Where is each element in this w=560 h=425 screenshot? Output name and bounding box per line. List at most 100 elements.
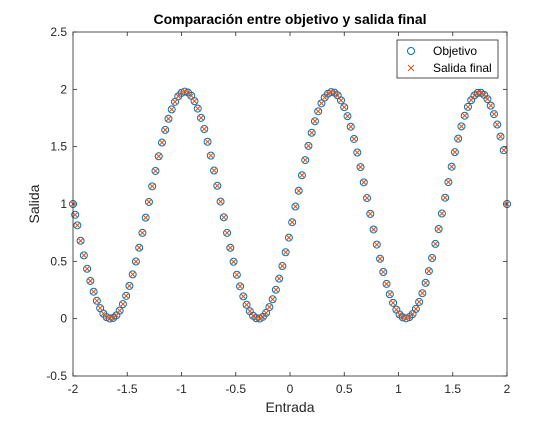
salida-final-point [214, 182, 221, 189]
salida-final-point [262, 309, 270, 317]
objetivo-point [148, 182, 157, 191]
salida-final-point [132, 258, 140, 265]
salida-final-point [412, 305, 420, 313]
objetivo-point [278, 262, 287, 271]
salida-final-point [272, 286, 280, 293]
salida-final-point [438, 210, 446, 217]
salida-final-point [145, 198, 153, 206]
salida-final-point [500, 147, 507, 154]
salida-final-point [344, 113, 351, 120]
objetivo-point [297, 171, 306, 180]
objetivo-point [294, 186, 303, 195]
legend[interactable]: Objetivo Salida final [396, 39, 499, 79]
salida-final-point [136, 244, 143, 251]
y-tick-label: 0.5 [50, 254, 67, 268]
salida-final-point [246, 308, 254, 315]
legend-box [396, 39, 499, 79]
y-tick-label: 1 [60, 197, 67, 211]
legend-objetivo-marker [407, 47, 415, 55]
salida-final-point [74, 222, 81, 229]
salida-final-point [275, 275, 283, 282]
objetivo-point [493, 120, 502, 129]
salida-final-point [350, 135, 358, 143]
objetivo-point [340, 103, 349, 112]
salida-final-point [363, 194, 371, 202]
objetivo-point [219, 213, 228, 222]
objetivo-point [314, 107, 323, 116]
objetivo-point [157, 138, 166, 147]
y-tick-label: -0.5 [46, 369, 67, 383]
objetivo-point [76, 236, 85, 245]
objetivo-point [343, 112, 352, 121]
objetivo-point [441, 193, 450, 202]
salida-final-point [311, 118, 319, 125]
salida-final-point [468, 96, 475, 104]
data-marks [69, 87, 511, 323]
objetivo-point [167, 105, 176, 114]
salida-final-point [123, 292, 130, 300]
objetivo-point [144, 197, 153, 206]
objetivo-point [83, 264, 92, 273]
salida-final-point [376, 255, 384, 262]
objetivo-point [73, 221, 82, 230]
salida-final-point [360, 179, 367, 186]
objetivo-point [190, 97, 199, 106]
chart-title: Comparación entre objetivo y salida fina… [153, 11, 426, 27]
objetivo-point [350, 134, 359, 143]
salida-final-point [201, 125, 208, 133]
salida-final-point [129, 271, 136, 278]
y-tick-label: 2.5 [50, 25, 67, 39]
salida-final-point [461, 112, 468, 119]
salida-final-point [409, 310, 416, 318]
salida-final-point [80, 252, 88, 259]
objetivo-point [301, 156, 310, 165]
salida-final-point [113, 312, 120, 319]
salida-final-point [354, 149, 361, 156]
salida-final-point [142, 214, 149, 221]
objetivo-point [336, 96, 345, 105]
salida-final-point [282, 249, 289, 256]
objetivo-point [122, 291, 131, 300]
salida-final-point [347, 123, 354, 130]
salida-final-point [477, 89, 485, 96]
objetivo-point [161, 125, 170, 134]
objetivo-point [307, 128, 316, 137]
objetivo-point [275, 274, 284, 283]
salida-final-point [334, 92, 341, 99]
salida-final-point [415, 298, 423, 306]
objetivo-point [437, 209, 446, 218]
objetivo-point [226, 243, 235, 252]
salida-final-point [337, 97, 345, 104]
salida-final-point [432, 240, 439, 248]
salida-final-point [289, 219, 296, 226]
salida-final-point [455, 135, 462, 142]
salida-final-point [380, 268, 387, 276]
objetivo-point [369, 225, 378, 234]
salida-final-point [367, 210, 374, 218]
salida-final-point [155, 153, 162, 160]
objetivo-point [366, 209, 375, 218]
salida-final-point [315, 108, 322, 115]
salida-final-point [458, 123, 465, 130]
objetivo-point [141, 213, 150, 222]
objetivo-point [236, 282, 245, 291]
salida-final-point [266, 303, 273, 311]
legend-salida-final-label: Salida final [433, 61, 492, 75]
objetivo-point [128, 270, 137, 279]
salida-final-point [158, 139, 166, 146]
objetivo-point [382, 279, 391, 288]
objetivo-point [496, 132, 505, 141]
objetivo-point [115, 306, 124, 315]
x-tick-label: -2 [68, 382, 79, 396]
objetivo-point [428, 254, 437, 263]
objetivo-point [486, 101, 495, 110]
salida-final-point [386, 291, 393, 298]
salida-final-point [162, 126, 169, 134]
objetivo-point [421, 278, 430, 287]
salida-final-point [279, 262, 286, 270]
salida-final-point [168, 106, 175, 113]
salida-final-point [220, 214, 227, 221]
salida-final-point [490, 110, 498, 118]
objetivo-point [216, 197, 225, 206]
x-tick-label: 2 [504, 382, 511, 396]
